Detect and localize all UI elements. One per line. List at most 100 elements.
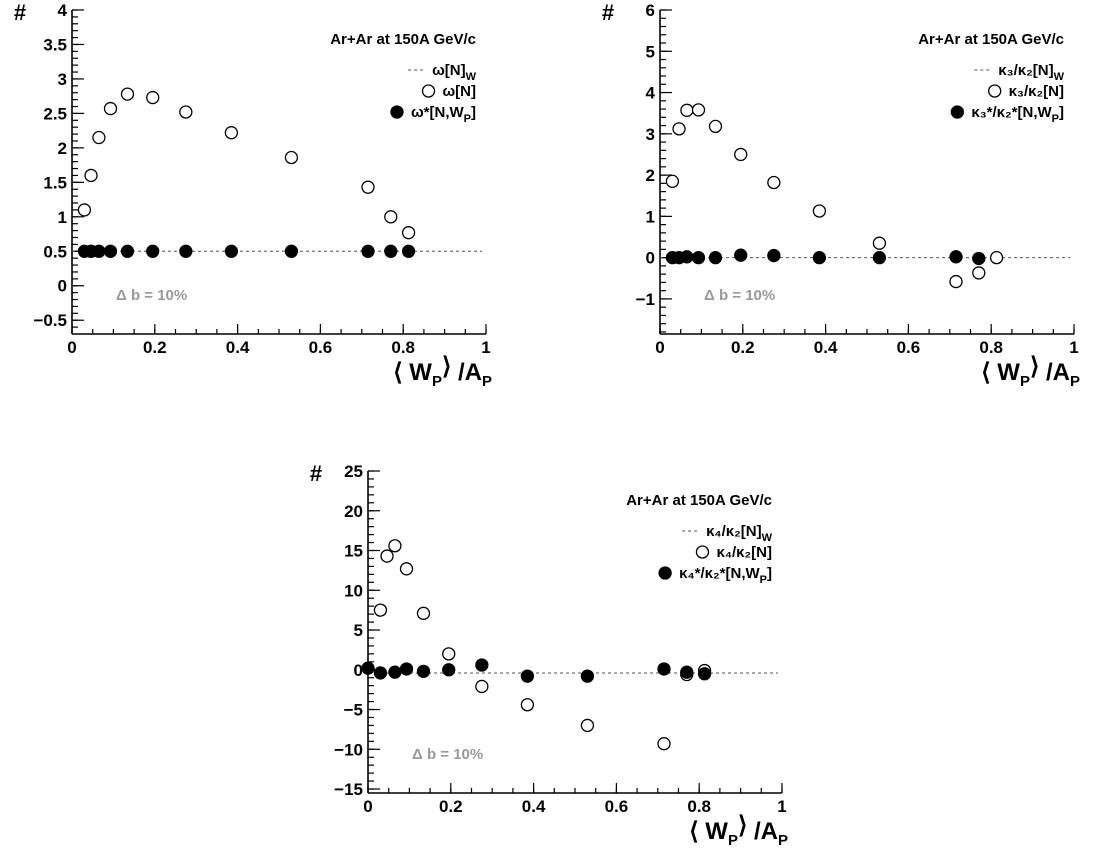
x-axis-label-part: /A <box>754 818 778 845</box>
data-point-filled <box>520 669 535 683</box>
data-point-filled <box>767 248 781 263</box>
x-axis-label-part: /A <box>458 359 482 386</box>
x-axis-label-part: W <box>705 818 728 845</box>
data-point-open <box>361 180 375 194</box>
legend-entry-label: κ₄/κ₂[N] <box>716 544 772 561</box>
data-point-open <box>416 606 431 620</box>
data-point-filled <box>580 669 595 683</box>
x-tick-label: 0.6 <box>309 338 333 357</box>
legend-marker-open <box>421 84 436 98</box>
legend-entry-label: ω*[N,WP] <box>411 104 476 125</box>
legend-label-sub: W <box>1054 71 1065 83</box>
y-tick-label: 10 <box>344 581 363 600</box>
legend-marker-filled <box>950 105 964 119</box>
data-point-filled <box>734 248 748 262</box>
data-point-filled <box>361 244 375 258</box>
x-tick-label: 0 <box>67 338 76 357</box>
x-axis-label-part: ⟩ <box>738 812 754 839</box>
data-point-filled <box>179 244 193 258</box>
y-tick-label: 5 <box>646 42 655 61</box>
x-axis-label-part: ⟨ <box>981 359 997 386</box>
x-tick-label: 1 <box>777 797 786 816</box>
y-tick-label: −5 <box>344 701 363 720</box>
x-tick-label: 0.8 <box>391 338 415 357</box>
legend-label-main: ω[N] <box>443 83 477 100</box>
y-tick-label: −10 <box>334 740 363 759</box>
data-point-filled <box>388 665 402 679</box>
legend-label-main: κ₃/κ₂[N] <box>998 62 1053 79</box>
legend-label-sub: W <box>762 532 773 544</box>
legend-label-main: κ₄/κ₂[N] <box>706 523 762 540</box>
data-point-open <box>77 203 92 217</box>
legend-label-main: κ₄/κ₂[N] <box>716 544 772 561</box>
legend-marker-open <box>988 84 1002 98</box>
x-axis-label-part: P <box>482 373 492 390</box>
x-axis-label-part: ⟩ <box>442 353 458 380</box>
y-tick-label: 5 <box>354 621 363 640</box>
legend-label-tail: ] <box>471 104 476 121</box>
data-point-open <box>580 718 595 733</box>
legend-entry-label: κ₃/κ₂[N] <box>1009 83 1064 100</box>
data-point-open <box>520 698 535 712</box>
x-tick-label: 0.4 <box>522 797 546 816</box>
x-tick-label: 0 <box>363 797 372 816</box>
legend-label-main: κ₄*/κ₂*[N,W <box>679 565 760 582</box>
data-point-filled <box>384 244 398 258</box>
legend-label-sub: W <box>466 71 477 83</box>
data-point-open <box>224 126 239 140</box>
data-point-open <box>475 679 489 694</box>
data-point-filled <box>812 250 827 265</box>
series-2 <box>361 658 712 683</box>
data-point-filled <box>680 665 694 679</box>
y-tick-label: 2 <box>646 166 655 185</box>
y-tick-label: 0 <box>354 661 363 680</box>
legend-label-sub: P <box>464 113 471 125</box>
chart-title: Ar+Ar at 150A GeV/c <box>626 492 772 509</box>
data-point-open <box>388 539 402 553</box>
x-axis-label: ⟨ WP⟩ /AP <box>689 812 788 849</box>
x-tick-label: 0.2 <box>143 338 167 357</box>
x-axis-label-part: P <box>728 832 738 849</box>
data-point-filled <box>361 661 375 675</box>
data-point-filled <box>691 250 706 265</box>
x-tick-label: 0.2 <box>731 338 755 357</box>
chart-panel-omega: 0 0.2 0.4 0.6 0.8 1−0.500.511.522.533.54#⟨ WP… <box>14 0 492 390</box>
data-point-filled <box>972 251 986 266</box>
data-point-open <box>399 562 414 576</box>
x-axis-label: ⟨ WP⟩ /AP <box>981 353 1080 390</box>
x-axis-label-part: W <box>997 359 1020 386</box>
legend-entry-label: κ₃*/κ₂*[N,WP] <box>971 104 1064 125</box>
data-point-open <box>380 549 394 563</box>
data-point-open <box>401 226 416 240</box>
y-tick-label: 3 <box>58 70 67 89</box>
data-point-open <box>734 147 748 162</box>
legend-label-main: ω[N] <box>432 62 466 79</box>
x-axis-label-part: ⟨ <box>393 359 409 386</box>
data-point-open <box>103 101 118 116</box>
data-point-open <box>442 647 456 661</box>
y-tick-label: 0 <box>58 277 67 296</box>
x-axis-label-part: ⟩ <box>1030 353 1046 380</box>
x-axis-label-part: P <box>778 832 788 849</box>
x-axis-label-part: P <box>432 373 442 390</box>
y-tick-label: 1 <box>58 208 67 227</box>
data-point-filled <box>708 250 723 265</box>
data-point-open <box>84 168 98 183</box>
data-point-filled <box>103 244 118 258</box>
x-axis-label-part: P <box>1070 373 1080 390</box>
legend-entry-label: ω[N]W <box>432 62 477 83</box>
x-tick-label: 0.6 <box>605 797 629 816</box>
y-tick-label: 3 <box>646 125 655 144</box>
annotation: Δ b = 10% <box>116 287 187 304</box>
y-axis-label: # <box>14 0 26 25</box>
y-axis-label: # <box>310 461 322 486</box>
legend-label-sub: P <box>1052 113 1059 125</box>
data-point-open <box>120 87 135 101</box>
x-tick-label: 1 <box>481 338 490 357</box>
y-tick-label: 20 <box>344 502 363 521</box>
series-2 <box>665 248 986 266</box>
